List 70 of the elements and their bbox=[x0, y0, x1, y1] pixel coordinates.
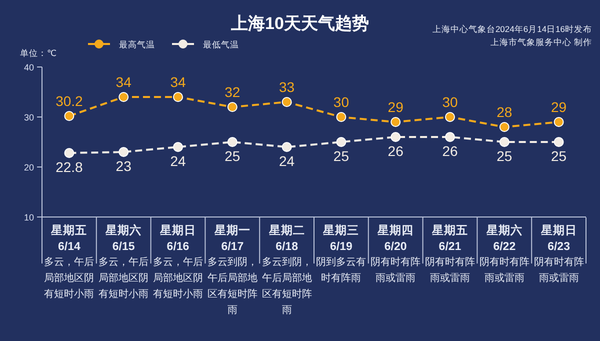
x-tick-label: 星期六 6/22 bbox=[485, 223, 522, 253]
data-label: 29 bbox=[388, 99, 404, 115]
text: 阴有时有阵雨或雷雨 bbox=[534, 256, 584, 284]
y-tick-label: 20 bbox=[24, 162, 34, 172]
point bbox=[227, 137, 238, 147]
data-label: 22.8 bbox=[56, 159, 84, 175]
data-label: 30 bbox=[333, 94, 350, 110]
data-label: 25 bbox=[224, 148, 240, 164]
data-label: 32 bbox=[224, 84, 240, 100]
data-label: 25 bbox=[496, 148, 512, 164]
data-label: 29 bbox=[551, 99, 567, 115]
point bbox=[445, 132, 455, 142]
point bbox=[390, 132, 401, 142]
legend-label: 最低气温 bbox=[203, 40, 239, 50]
data-label: 25 bbox=[333, 148, 350, 164]
y-tick-label: 10 bbox=[24, 212, 34, 222]
y-tick-label: 30 bbox=[24, 112, 34, 122]
text: 多云到阴，午后局部地区有短时阵雨 bbox=[262, 256, 312, 316]
data-label: 30 bbox=[442, 94, 458, 110]
text: 阴到多云有时有阵雨 bbox=[316, 256, 366, 284]
data-label: 25 bbox=[551, 148, 567, 164]
x-tick-label: 星期五 6/14 bbox=[50, 223, 88, 253]
data-label: 23 bbox=[116, 158, 132, 174]
x-tick-label: 星期日 6/23 bbox=[540, 223, 577, 253]
data-label: 26 bbox=[442, 143, 458, 159]
chart-title: 上海10天天气趋势 bbox=[230, 14, 369, 33]
point bbox=[554, 137, 564, 147]
text: 多云，午后局部地区阴有短时小雨 bbox=[44, 256, 94, 300]
data-label: 24 bbox=[170, 153, 186, 169]
x-tick-label: 星期五 6/21 bbox=[431, 223, 468, 253]
point bbox=[118, 147, 129, 157]
text: 多云，午后局部地区阴有短时小雨 bbox=[153, 256, 203, 300]
data-label: 34 bbox=[116, 74, 132, 90]
point bbox=[173, 92, 183, 102]
point bbox=[64, 111, 74, 121]
point bbox=[173, 142, 183, 152]
x-tick-label: 星期二 6/18 bbox=[268, 223, 305, 253]
point bbox=[390, 117, 401, 127]
data-label: 28 bbox=[496, 104, 512, 120]
point bbox=[445, 112, 455, 122]
text: 多云，午后局部地区阴有短时小雨 bbox=[98, 256, 149, 300]
text: 阴有时有阵雨或雷雨 bbox=[479, 256, 530, 284]
y-axis-title: 单位：℃ bbox=[20, 48, 57, 58]
data-label: 26 bbox=[388, 143, 404, 159]
data-label: 33 bbox=[279, 79, 295, 95]
data-label: 24 bbox=[279, 153, 295, 169]
point bbox=[336, 112, 346, 122]
point bbox=[227, 102, 238, 112]
data-label: 34 bbox=[170, 74, 186, 90]
data-label: 30.2 bbox=[56, 93, 84, 109]
text: 阴有时有阵雨或雷雨 bbox=[370, 256, 421, 284]
chart-subtitle: 上海中心气象台2024年6月14日16时发布 bbox=[432, 24, 592, 34]
text: 多云到阴，午后局部地区有短时阵雨 bbox=[207, 256, 258, 316]
point bbox=[64, 148, 74, 158]
x-tick-label: 星期三 6/19 bbox=[322, 223, 360, 253]
x-tick-label: 星期一 6/17 bbox=[213, 223, 250, 253]
text: 阴有时有阵雨或雷雨 bbox=[425, 256, 475, 284]
point bbox=[499, 137, 510, 147]
legend-label: 最高气温 bbox=[119, 40, 155, 50]
x-tick-label: 星期四 6/20 bbox=[376, 223, 414, 253]
point bbox=[282, 97, 292, 107]
point bbox=[499, 122, 510, 132]
point bbox=[282, 142, 292, 152]
text: 上海市气象服务中心 制作 bbox=[490, 37, 592, 47]
x-tick-label: 星期六 6/15 bbox=[104, 223, 142, 253]
y-tick-label: 40 bbox=[24, 62, 34, 72]
point bbox=[554, 117, 564, 127]
point bbox=[336, 137, 346, 147]
point bbox=[118, 92, 129, 102]
x-tick-label: 星期日 6/16 bbox=[159, 223, 196, 253]
